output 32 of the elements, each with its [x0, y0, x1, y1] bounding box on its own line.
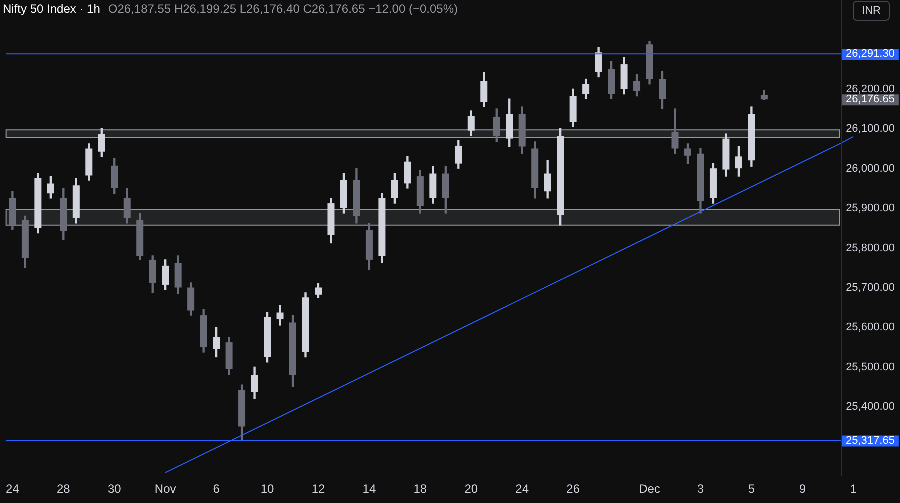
chart-subtitle: O26,187.55 H26,199.25 L26,176.40 C26,176.65 −12.00 (−0.05%)	[108, 2, 458, 16]
x-tick-label: 26	[566, 482, 580, 496]
x-tick-label: 28	[56, 482, 71, 496]
x-tick-label: Nov	[154, 482, 176, 496]
chart-title: Nifty 50 Index · 1h	[3, 2, 100, 16]
y-tick-label: 26,200.00	[846, 83, 895, 96]
text: 26,176.65	[846, 94, 895, 106]
y-tick-label: 25,600.00	[846, 322, 895, 334]
x-tick-label: 20	[464, 482, 478, 496]
y-tick-label: 25,900.00	[846, 202, 895, 215]
x-tick-label: 12	[312, 482, 326, 496]
x-tick-label: 6	[213, 482, 220, 496]
x-tick-label: 3	[697, 482, 704, 496]
x-tick-label: 24	[516, 482, 530, 496]
y-tick-label: 26,000.00	[846, 162, 895, 175]
y-tick-label: 25,700.00	[846, 282, 895, 294]
x-tick-label: 9	[799, 482, 806, 496]
x-tick-label: 5	[748, 482, 756, 496]
x-tick-label: Dec	[639, 482, 660, 496]
y-tick-label: 25,400.00	[846, 401, 895, 414]
x-tick-label: 24	[6, 482, 20, 496]
x-tick-label: 1	[850, 482, 858, 496]
x-tick-label: 18	[414, 482, 428, 496]
y-axis-title: INR	[853, 1, 890, 21]
x-tick-label: 14	[362, 482, 376, 496]
y-tick-label: 26,100.00	[846, 123, 895, 136]
ref-line-label: 26,291.30	[846, 48, 895, 60]
x-tick-label: 10	[260, 482, 275, 496]
y-tick-label: 25,500.00	[846, 361, 895, 374]
ref-line-label: 25,317.65	[846, 434, 895, 447]
y-tick-label: 25,800.00	[846, 242, 895, 254]
x-tick-label: 30	[108, 482, 122, 496]
